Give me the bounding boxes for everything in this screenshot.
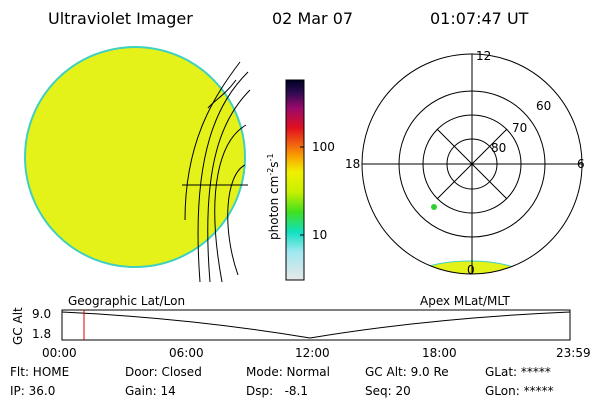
timeline-y-tick: 9.0 (32, 307, 51, 321)
colorbar-tick: 100 (312, 140, 335, 154)
polar-label: 0 (467, 263, 475, 277)
colorbar-tick: 10 (312, 228, 327, 242)
colorbar-label: photon cm-2s-1 (266, 153, 281, 240)
info-field: Mode: Normal (246, 365, 330, 379)
info-field: IP: 36.0 (10, 384, 55, 398)
timeline-x-tick: 18:00 (422, 346, 457, 360)
title: Ultraviolet Imager (48, 9, 193, 28)
timeline-frame (61, 309, 571, 341)
polar-label: 6 (577, 157, 585, 171)
info-panel: Flt: HOME Door: Closed Mode: Normal GC Alt:… (10, 365, 554, 398)
timeline-x-tick: 12:00 (295, 346, 330, 360)
timeline-x-tick: 06:00 (169, 346, 204, 360)
info-field: Flt: HOME (10, 365, 69, 379)
polar-label: 12 (476, 49, 491, 63)
altitude-curve (61, 311, 571, 339)
colorbar (285, 79, 305, 281)
info-field: GLon: ***** (485, 384, 554, 398)
earth-image (24, 46, 251, 283)
info-field: Door: Closed (125, 365, 202, 379)
timeline-y-label: GC Alt (11, 307, 25, 345)
date: 02 Mar 07 (272, 9, 353, 28)
timeline-x-tick: 00:00 (42, 346, 77, 360)
timeline-y-tick: 1.8 (32, 327, 51, 341)
info-field: Seq: 20 (365, 384, 411, 398)
ring-label: 80 (491, 141, 506, 155)
timeline-title: Apex MLat/MLT (420, 294, 510, 308)
info-field: Gain: 14 (125, 384, 176, 398)
time: 01:07:47 UT (430, 9, 529, 28)
ring-label: 70 (512, 121, 527, 135)
timeline-x-tick: 23:59 (556, 346, 591, 360)
info-field: GC Alt: 9.0 Re (365, 365, 449, 379)
timeline-title: Geographic Lat/Lon (68, 294, 185, 308)
ring-label: 60 (536, 99, 551, 113)
polar-label: 18 (345, 157, 360, 171)
info-field: GLat: ***** (485, 365, 551, 379)
info-field: Dsp: -8.1 (246, 384, 308, 398)
